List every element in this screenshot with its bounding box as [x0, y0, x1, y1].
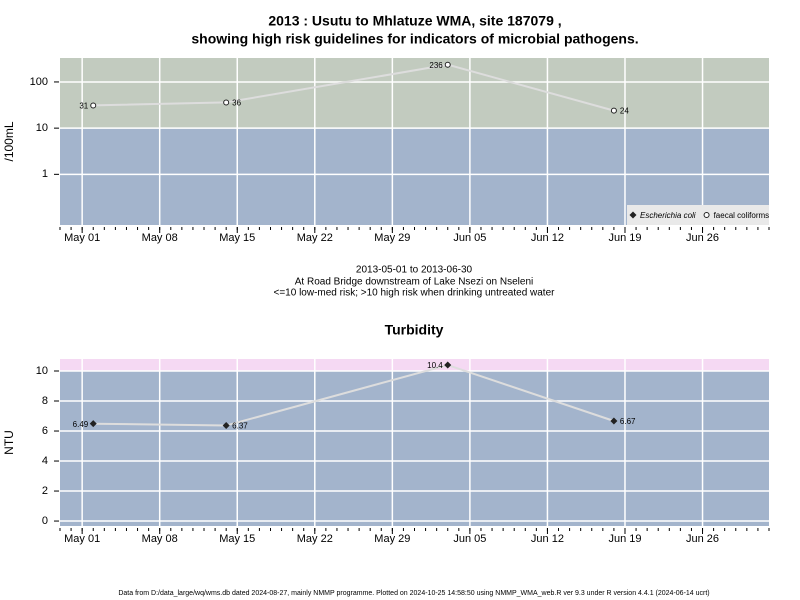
y-tick-label: 0	[42, 515, 48, 527]
data-label: 31	[79, 102, 88, 111]
y-tick-label: 2	[42, 485, 48, 497]
chart-title: 2013 : Usutu to Mhlatuze WMA, site 18707…	[268, 13, 561, 29]
series-line	[93, 363, 615, 427]
y-axis-label: NTU	[2, 430, 16, 455]
data-label: 6.49	[73, 420, 89, 429]
y-tick-label: 10	[36, 122, 48, 134]
footer: Data from D:/data_large/wq/wms.db dated …	[118, 590, 709, 597]
y-tick-label: 100	[30, 76, 48, 88]
x-tick-label: Jun 12	[531, 232, 564, 244]
y-tick-label: 4	[42, 455, 48, 467]
point	[610, 107, 617, 114]
x-tick-label: Jun 26	[686, 533, 719, 545]
x-tick-label: Jun 19	[608, 232, 641, 244]
data-label: 6.37	[232, 422, 248, 431]
data-label: 236	[429, 61, 443, 70]
legend-box	[627, 205, 769, 225]
data-label: 24	[620, 107, 629, 116]
chart-title: showing high risk guidelines for indicat…	[191, 31, 638, 47]
x-tick-label: May 15	[219, 232, 255, 244]
legend-label: Escherichia coli	[640, 211, 696, 220]
x-tick-label: May 15	[219, 533, 255, 545]
x-tick-label: May 22	[297, 533, 333, 545]
x-tick-label: May 29	[374, 533, 410, 545]
legend-marker	[629, 211, 637, 219]
band-below	[60, 371, 769, 526]
y-tick-label: 10	[36, 365, 48, 377]
x-tick-label: May 29	[374, 232, 410, 244]
point	[90, 102, 97, 109]
x-tick-label: Jun 05	[453, 232, 486, 244]
data-label: 36	[232, 99, 241, 108]
annotation: At Road Bridge downstream of Lake Nsezi …	[295, 277, 533, 288]
annotation: <=10 low-med risk; >10 high risk when dr…	[274, 288, 556, 299]
x-tick-label: May 01	[64, 533, 100, 545]
point	[444, 361, 452, 369]
legend-label: faecal coliforms	[714, 211, 770, 220]
point	[610, 417, 618, 425]
x-tick-label: May 01	[64, 232, 100, 244]
legend-marker	[703, 212, 710, 218]
x-tick-label: Jun 05	[453, 533, 486, 545]
x-tick-label: Jun 12	[531, 533, 564, 545]
data-label: 6.67	[620, 417, 636, 426]
y-tick-label: 8	[42, 395, 48, 407]
chart-title: Turbidity	[385, 322, 444, 338]
data-label: 10.4	[427, 361, 443, 370]
y-axis-label: /100mL	[2, 121, 16, 161]
point	[89, 420, 97, 428]
series-line	[93, 63, 615, 112]
point	[223, 99, 230, 106]
band-above	[60, 359, 769, 372]
x-tick-label: Jun 26	[686, 232, 719, 244]
annotation: 2013-05-01 to 2013-06-30	[356, 265, 473, 276]
point	[444, 61, 451, 68]
point	[222, 421, 230, 429]
y-tick-label: 1	[42, 168, 48, 180]
band-above	[60, 58, 769, 129]
x-tick-label: May 22	[297, 232, 333, 244]
x-tick-label: May 08	[142, 232, 178, 244]
x-tick-label: Jun 19	[608, 533, 641, 545]
y-tick-label: 6	[42, 425, 48, 437]
x-tick-label: May 08	[142, 533, 178, 545]
